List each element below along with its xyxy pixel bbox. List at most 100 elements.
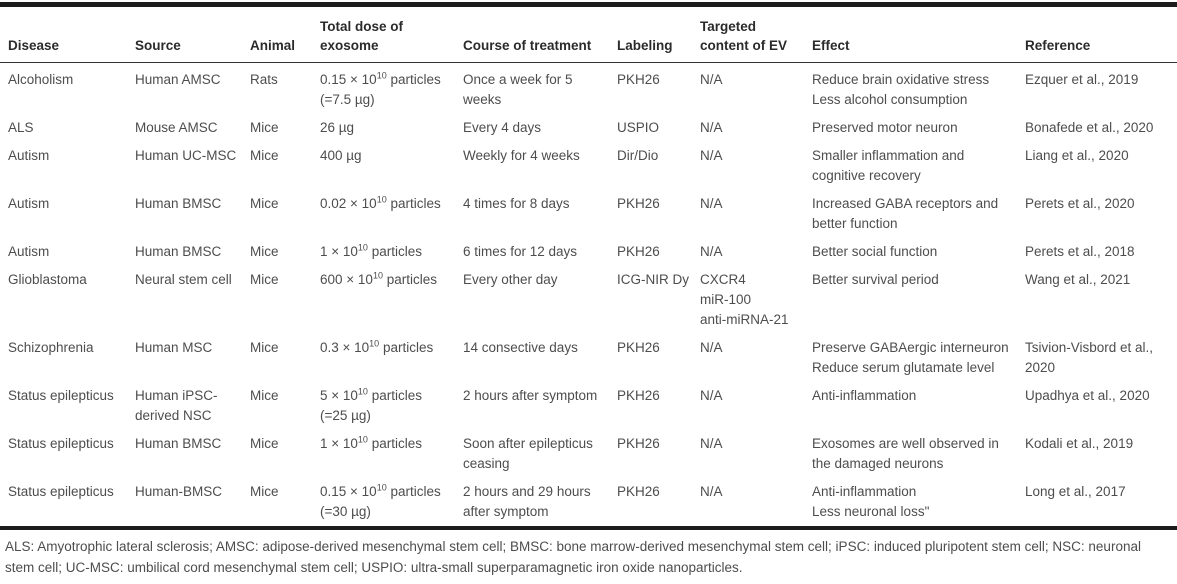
table-row: Status epilepticus Human-BMSC Mice 0.15 × 1… [0,478,1177,528]
cell-targeted: N/A [700,484,723,499]
cell-dose: 0.3 × 1010 particles [320,338,434,355]
cell-course: 2 hours after symptom [463,388,598,403]
cell-animal: Rats [250,72,278,87]
cell-course: Weekly for 4 weeks [463,148,580,163]
column-header-reference: Reference [1025,4,1177,63]
cell-effect: Anti-inflammation Less neuronal loss" [812,484,930,519]
cell-reference: Upadhya et al., 2020 [1025,388,1150,403]
cell-reference: Liang et al., 2020 [1025,148,1129,163]
table-row: Alcoholism Human AMSC Rats 0.15 × 1010 part… [0,63,1177,115]
cell-targeted: N/A [700,244,723,259]
cell-dose: 0.15 × 1010 particles (=30 µg) [320,482,441,519]
cell-source: Neural stem cell [135,272,232,287]
cell-targeted: N/A [700,196,723,211]
column-header-course: Course of treatment [463,4,617,63]
cell-source: Human BMSC [135,244,222,259]
cell-effect: Preserved motor neuron [812,120,958,135]
cell-dose: 26 µg [320,120,355,135]
cell-effect: Anti-inflammation [812,388,917,403]
cell-dose: 0.02 × 1010 particles [320,194,441,211]
cell-source: Human-BMSC [135,484,223,499]
cell-animal: Mice [250,484,279,499]
cell-effect: Reduce brain oxidative stress Less alcoho… [812,72,990,107]
cell-dose: 400 µg [320,148,362,163]
cell-source: Mouse AMSC [135,120,218,135]
cell-animal: Mice [250,120,279,135]
cell-source: Human MSC [135,340,213,355]
cell-animal: Mice [250,340,279,355]
cell-course: Every 4 days [463,120,542,135]
column-header-animal: Animal [250,4,320,63]
table-row: Autism Human BMSC Mice 1 × 1010 particles 6 … [0,238,1177,266]
cell-labeling: Dir/Dio [617,148,659,163]
cell-reference: Kodali et al., 2019 [1025,436,1134,451]
column-header-targeted: Targeted content of EV [700,4,812,63]
cell-disease: ALS [8,120,34,135]
cell-disease: Status epilepticus [8,388,114,403]
cell-reference: Perets et al., 2018 [1025,244,1135,259]
column-header-labeling: Labeling [617,4,700,63]
cell-source: Human UC-MSC [135,148,237,163]
column-header-effect: Effect [812,4,1025,63]
cell-source: Human iPSC-derived NSC [135,388,218,423]
cell-dose: 1 × 1010 particles [320,242,422,259]
table-row: ALS Mouse AMSC Mice 26 µg Every 4 days USPIO N… [0,114,1177,142]
cell-reference: Perets et al., 2020 [1025,196,1135,211]
cell-labeling: PKH26 [617,436,660,451]
cell-labeling: PKH26 [617,196,660,211]
cell-reference: Tsivion-Visbord et al., 2020 [1025,340,1154,375]
cell-targeted: N/A [700,388,723,403]
cell-disease: Status epilepticus [8,484,114,499]
cell-reference: Wang et al., 2021 [1025,272,1131,287]
cell-targeted: N/A [700,340,723,355]
cell-animal: Mice [250,196,279,211]
cell-disease: Glioblastoma [8,272,87,287]
cell-targeted: N/A [700,148,723,163]
cell-effect: Preserve GABAergic interneuron Reduce ser… [812,340,1009,375]
table-row: Autism Human UC-MSC Mice 400 µg Weekly for 4… [0,142,1177,190]
column-header-disease: Disease [0,4,135,63]
column-header-dose: Total dose of exosome [320,4,463,63]
table-row: Autism Human BMSC Mice 0.02 × 1010 particle… [0,190,1177,238]
cell-course: Once a week for 5 weeks [463,72,573,107]
cell-course: Every other day [463,272,558,287]
cell-animal: Mice [250,272,279,287]
cell-disease: Autism [8,244,50,259]
cell-dose: 600 × 1010 particles [320,270,437,287]
table-body: Alcoholism Human AMSC Rats 0.15 × 1010 part… [0,63,1177,529]
cell-labeling: PKH26 [617,388,660,403]
cell-targeted: N/A [700,72,723,87]
cell-animal: Mice [250,244,279,259]
cell-dose: 1 × 1010 particles [320,434,422,451]
cell-animal: Mice [250,436,279,451]
cell-disease: Autism [8,196,50,211]
cell-effect: Increased GABA receptors and better func… [812,196,999,231]
cell-course: 2 hours and 29 hours after symptom [463,484,591,519]
cell-disease: Autism [8,148,50,163]
table-row: Glioblastoma Neural stem cell Mice 600 × 10… [0,266,1177,334]
cell-effect: Exosomes are well observed in the damage… [812,436,999,471]
cell-targeted: N/A [700,120,723,135]
cell-disease: Status epilepticus [8,436,114,451]
cell-targeted: CXCR4 miR-100 anti-miRNA-21 [700,272,789,327]
cell-labeling: PKH26 [617,72,660,87]
cell-source: Human BMSC [135,436,222,451]
cell-course: 14 consective days [463,340,578,355]
cell-source: Human AMSC [135,72,221,87]
cell-disease: Schizophrenia [8,340,94,355]
cell-effect: Better survival period [812,272,939,287]
header-row: Disease Source Animal Total dose of exos… [0,4,1177,63]
cell-labeling: PKH26 [617,340,660,355]
cell-effect: Better social function [812,244,938,259]
cell-animal: Mice [250,388,279,403]
cell-course: 6 times for 12 days [463,244,578,259]
cell-disease: Alcoholism [8,72,74,87]
column-header-source: Source [135,4,250,63]
cell-dose: 5 × 1010 particles (=25 µg) [320,386,422,423]
cell-labeling: ICG-NIR Dy [617,272,689,287]
cell-source: Human BMSC [135,196,222,211]
cell-course: Soon after epilepticus ceasing [463,436,593,471]
cell-labeling: PKH26 [617,244,660,259]
table-footnote: ALS: Amyotrophic lateral sclerosis; AMSC… [5,539,1141,575]
